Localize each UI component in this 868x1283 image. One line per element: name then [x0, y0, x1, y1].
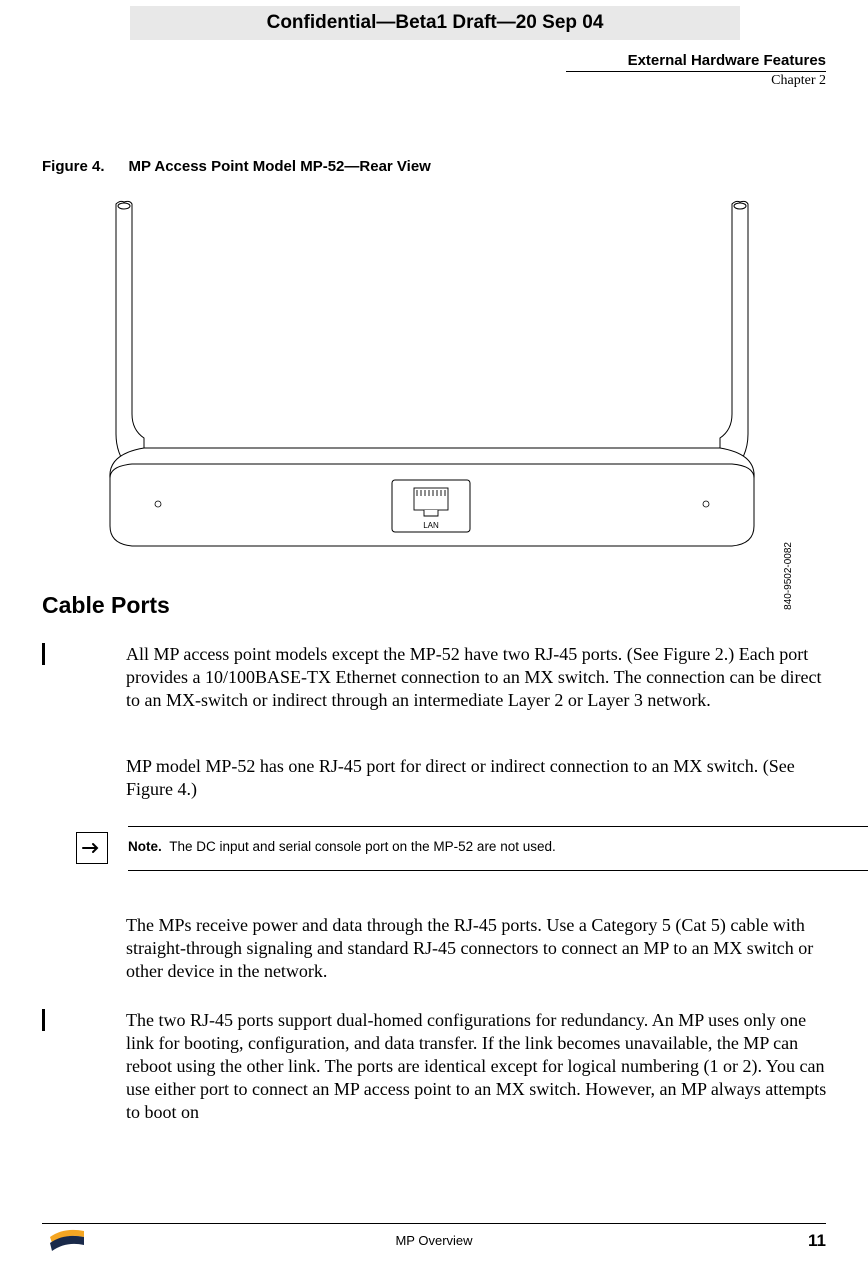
footer-title: MP Overview: [0, 1233, 868, 1248]
note-body: The DC input and serial console port on …: [169, 839, 555, 854]
note-arrow-icon: [76, 832, 108, 864]
figure-title: MP Access Point Model MP-52—Rear View: [129, 158, 431, 175]
body-paragraph-3: The MPs receive power and data through t…: [126, 914, 828, 983]
page-footer: MP Overview 11: [0, 1223, 868, 1255]
figure-caption: Figure 4. MP Access Point Model MP-52—Rea…: [42, 158, 431, 175]
cable-ports-heading: Cable Ports: [42, 592, 170, 619]
body-paragraph-2: MP model MP-52 has one RJ-45 port for di…: [126, 755, 828, 801]
body-paragraph-1: All MP access point models except the MP…: [126, 643, 828, 712]
note-rule-top: [128, 826, 868, 827]
chapter-label: Chapter 2: [566, 73, 826, 89]
header-rule: [566, 71, 826, 72]
running-header: External Hardware Features Chapter 2: [566, 52, 826, 89]
note-label: Note.: [128, 839, 162, 854]
change-bar: [42, 643, 45, 665]
confidential-banner: Confidential—Beta1 Draft—20 Sep 04: [130, 6, 740, 40]
device-rear-view-figure: LAN 840-9502-0082: [102, 198, 792, 558]
body-paragraph-4: The two RJ-45 ports support dual-homed c…: [126, 1009, 830, 1124]
change-bar: [42, 1009, 45, 1031]
note-text: Note. The DC input and serial console po…: [128, 839, 556, 854]
lan-port-label: LAN: [423, 521, 439, 530]
footer-rule: [42, 1223, 826, 1224]
note-rule-bottom: [128, 870, 868, 871]
figure-number: Figure 4.: [42, 158, 105, 175]
page-number: 11: [808, 1231, 826, 1251]
access-point-illustration: LAN: [102, 198, 792, 558]
figure-part-number: 840-9502-0082: [783, 542, 794, 610]
section-title: External Hardware Features: [566, 52, 826, 69]
